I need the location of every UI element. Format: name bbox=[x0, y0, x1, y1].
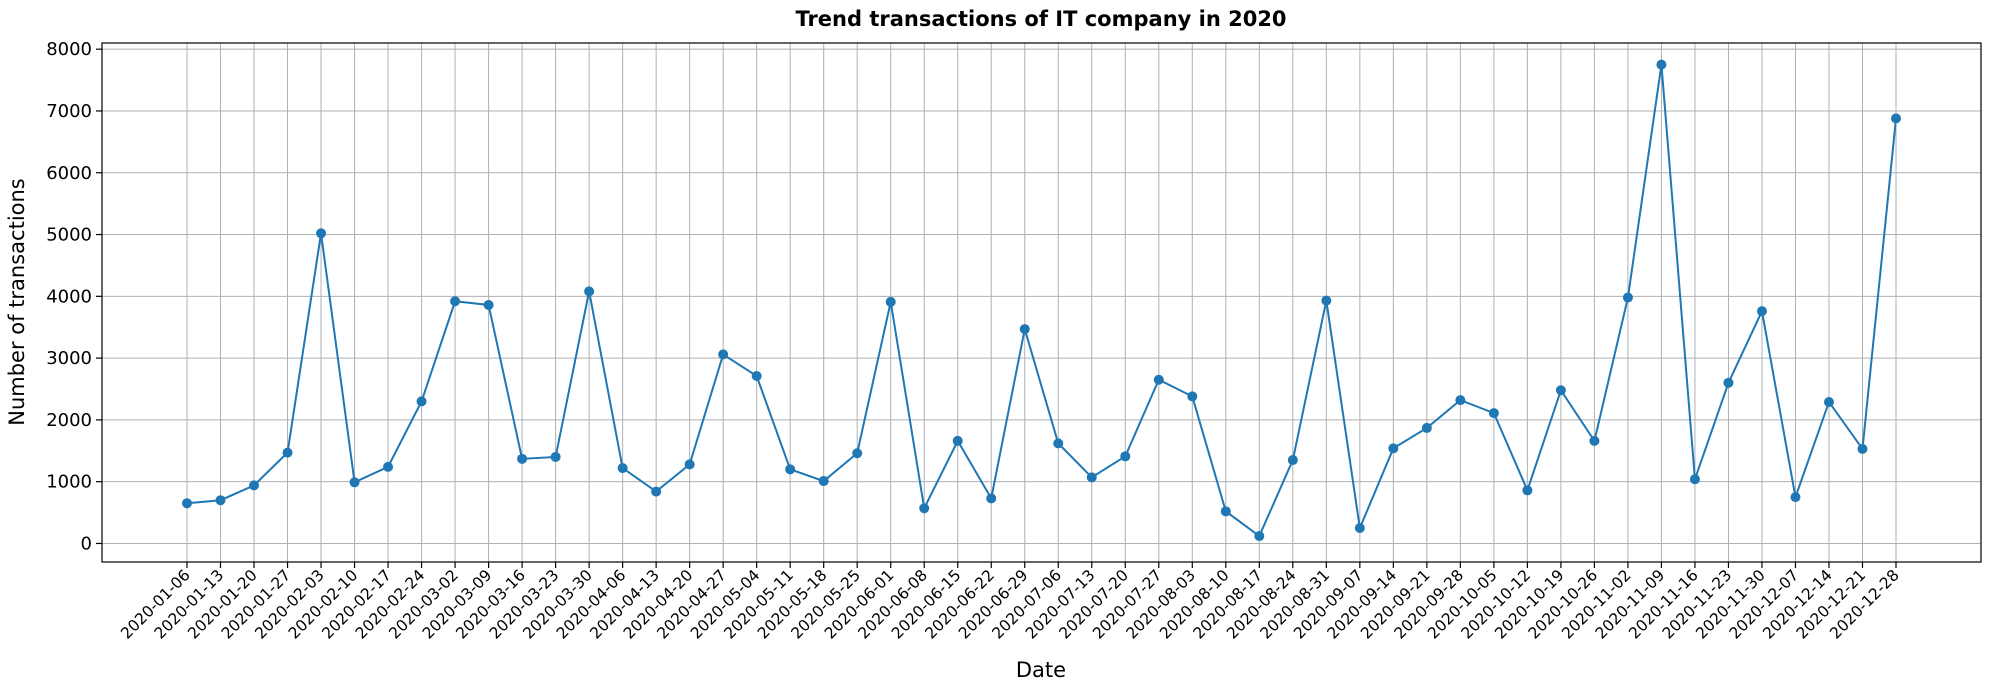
data-point bbox=[617, 463, 628, 474]
data-point bbox=[282, 447, 293, 458]
y-tick-label: 6000 bbox=[46, 163, 92, 184]
data-point bbox=[1153, 374, 1164, 385]
y-tick-label: 3000 bbox=[46, 348, 92, 369]
data-point bbox=[751, 371, 762, 382]
data-point bbox=[584, 286, 595, 297]
data-point bbox=[1857, 443, 1868, 454]
data-point bbox=[1086, 472, 1097, 483]
data-point bbox=[1823, 396, 1834, 407]
data-point bbox=[852, 448, 863, 459]
y-tick-label: 1000 bbox=[46, 472, 92, 493]
data-point bbox=[1622, 292, 1633, 303]
data-point bbox=[785, 464, 796, 475]
data-point bbox=[919, 503, 930, 514]
x-axis-label: Date bbox=[1016, 658, 1066, 682]
data-point bbox=[1756, 306, 1767, 317]
data-point bbox=[215, 495, 226, 506]
data-point bbox=[885, 296, 896, 307]
data-point bbox=[1522, 485, 1533, 496]
data-point bbox=[818, 476, 829, 487]
data-point bbox=[1254, 531, 1265, 542]
data-point bbox=[986, 493, 997, 504]
data-point bbox=[1589, 435, 1600, 446]
y-axis-label: Number of transactions bbox=[5, 178, 29, 426]
data-point bbox=[651, 486, 662, 497]
data-point bbox=[1354, 523, 1365, 534]
data-point bbox=[1555, 385, 1566, 396]
data-point bbox=[483, 299, 494, 310]
data-point bbox=[249, 480, 260, 491]
data-points bbox=[182, 59, 1901, 542]
data-point bbox=[684, 459, 695, 470]
series-line bbox=[186, 64, 1897, 538]
data-point bbox=[952, 435, 963, 446]
data-point bbox=[1120, 451, 1131, 462]
data-point bbox=[1053, 438, 1064, 449]
data-point bbox=[1187, 391, 1198, 402]
data-point bbox=[1656, 59, 1667, 70]
data-point bbox=[1421, 422, 1432, 433]
y-tick-label: 5000 bbox=[46, 225, 92, 246]
y-tick-label: 8000 bbox=[46, 39, 92, 60]
data-point bbox=[517, 453, 528, 464]
data-point bbox=[718, 349, 729, 360]
chart-title: Trend transactions of IT company in 2020 bbox=[795, 7, 1286, 31]
data-point bbox=[182, 498, 192, 509]
data-point bbox=[316, 228, 327, 239]
data-point bbox=[1388, 443, 1399, 454]
data-point bbox=[550, 451, 561, 462]
data-point bbox=[1019, 324, 1030, 335]
data-point bbox=[1891, 113, 1901, 124]
data-point bbox=[450, 296, 461, 307]
data-point bbox=[1488, 408, 1499, 419]
data-point bbox=[1321, 295, 1332, 306]
y-tick-label: 0 bbox=[81, 533, 92, 554]
data-point bbox=[383, 461, 394, 472]
data-point bbox=[1455, 395, 1466, 406]
y-axis: 0 1000 2000 3000 4000 5000 6000 7000 8000 bbox=[46, 39, 102, 554]
data-point bbox=[1689, 474, 1700, 485]
data-point bbox=[1287, 455, 1298, 466]
plot-frame bbox=[101, 42, 1982, 563]
grid bbox=[102, 43, 1981, 562]
data-point bbox=[416, 396, 427, 407]
y-tick-label: 4000 bbox=[46, 286, 92, 307]
y-tick-label: 2000 bbox=[46, 410, 92, 431]
y-tick-label: 7000 bbox=[46, 101, 92, 122]
data-point bbox=[1723, 377, 1734, 388]
data-point bbox=[1220, 506, 1231, 517]
data-point bbox=[1790, 492, 1801, 503]
data-point bbox=[349, 477, 360, 488]
x-axis: 2020-01-062020-01-132020-01-202020-01-27… bbox=[117, 562, 1903, 643]
